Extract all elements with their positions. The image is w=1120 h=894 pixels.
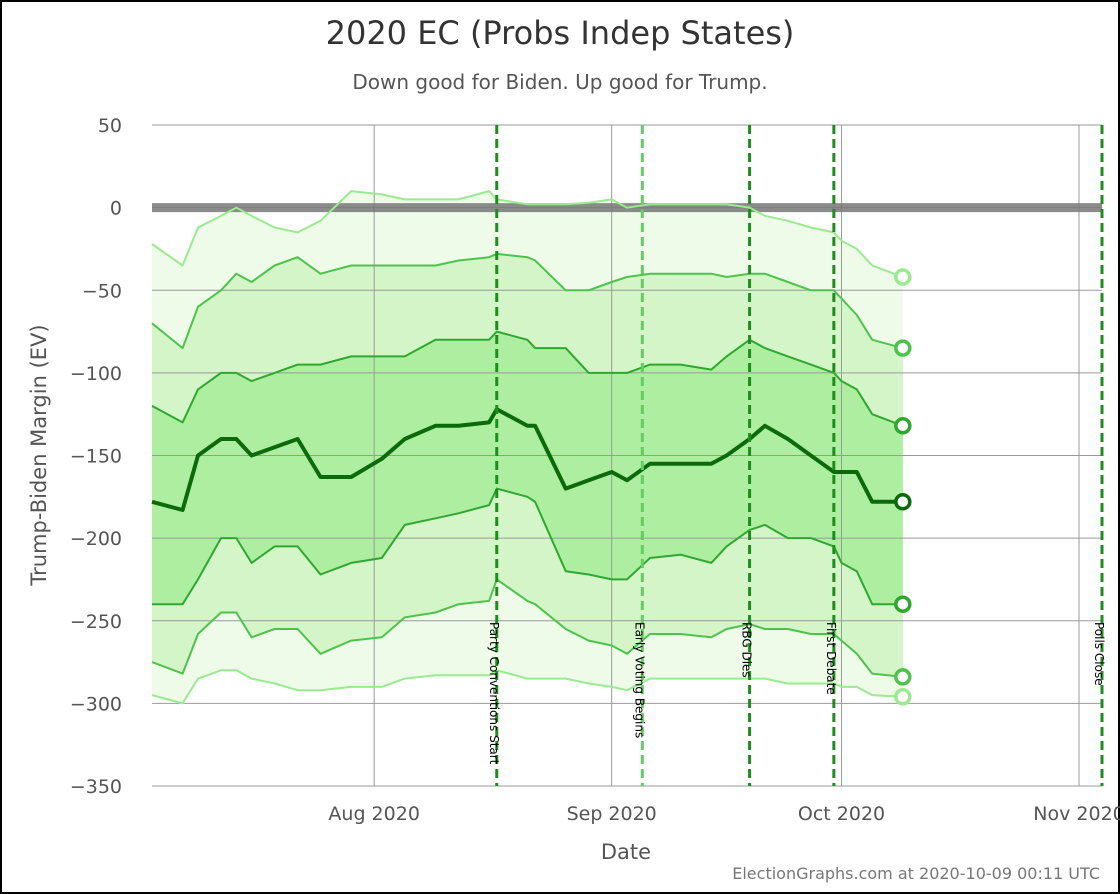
series-endpoint-1 bbox=[894, 339, 912, 357]
series-endpoint-6 bbox=[894, 688, 912, 706]
chart-subtitle: Down good for Biden. Up good for Trump. bbox=[352, 70, 768, 94]
series-line-4 bbox=[152, 487, 903, 606]
series-endpoint-2 bbox=[894, 417, 912, 435]
credit-text: ElectionGraphs.com at 2020-10-09 00:11 U… bbox=[732, 864, 1100, 883]
event-label: Early Voting Begins bbox=[632, 622, 646, 738]
y-tick-label: −50 bbox=[82, 280, 122, 302]
x-tick-label: Oct 2020 bbox=[798, 803, 885, 825]
y-axis-label: Trump-Biden Margin (EV) bbox=[27, 324, 51, 586]
series-line-6 bbox=[151, 669, 903, 705]
event-label: Polls Close bbox=[1092, 622, 1106, 686]
series-lines bbox=[151, 190, 904, 705]
y-tick-label: −200 bbox=[70, 528, 122, 550]
y-tick-label: −100 bbox=[70, 363, 122, 385]
y-tick-label: −350 bbox=[70, 776, 122, 798]
y-tick-label: 0 bbox=[110, 198, 122, 220]
series-line-2 bbox=[151, 330, 904, 427]
series-endpoint-4 bbox=[894, 595, 912, 613]
series-line-5 bbox=[151, 578, 903, 678]
series-endpoint-5 bbox=[894, 668, 912, 686]
probability-bands bbox=[152, 191, 903, 704]
event-markers: Party Conventions Start Early Voting Begi… bbox=[487, 125, 1106, 786]
series-endpoint-0 bbox=[894, 268, 912, 286]
series-endpoint-3 bbox=[894, 493, 912, 511]
y-axis-ticks: 50 0 −50 −100 −150 −200 −250 −300 −350 bbox=[70, 115, 122, 798]
x-tick-label: Sep 2020 bbox=[567, 803, 657, 825]
event-label: RBG Dies bbox=[740, 622, 754, 678]
y-tick-label: −150 bbox=[70, 446, 122, 468]
x-axis-label: Date bbox=[601, 840, 651, 864]
series-line-3 bbox=[151, 407, 903, 512]
x-axis-ticks: Aug 2020 Sep 2020 Oct 2020 Nov 2020 bbox=[328, 803, 1120, 825]
event-label: Party Conventions Start bbox=[487, 622, 501, 765]
series-line-1 bbox=[151, 252, 904, 350]
series-line-0 bbox=[151, 190, 904, 278]
y-tick-label: −300 bbox=[70, 693, 122, 715]
x-tick-label: Nov 2020 bbox=[1033, 803, 1120, 825]
x-tick-label: Aug 2020 bbox=[328, 803, 420, 825]
chart-title: 2020 EC (Probs Indep States) bbox=[325, 14, 795, 52]
y-tick-label: −250 bbox=[70, 611, 122, 633]
event-label: First Debate bbox=[824, 622, 838, 695]
inner-band bbox=[152, 331, 903, 605]
series-endpoints bbox=[894, 268, 912, 706]
y-tick-label: 50 bbox=[98, 115, 122, 137]
